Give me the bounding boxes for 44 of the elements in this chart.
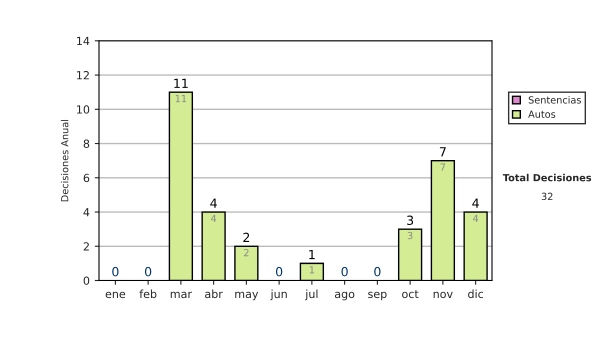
legend-label: Autos [528, 110, 556, 118]
x-tick-label: mar [170, 292, 192, 298]
x-tick-label: ago [334, 292, 354, 300]
data-label: 1 [310, 266, 314, 274]
total-label: 3 [407, 216, 414, 225]
y-axis-title: Decisiones Anual [60, 120, 68, 202]
total-label: 0 [374, 266, 381, 276]
total-label: 7 [440, 147, 446, 156]
data-label: 3 [408, 232, 412, 240]
data-label: 4 [473, 214, 478, 222]
total-label: 4 [472, 198, 479, 208]
x-tick-label: feb [139, 290, 156, 298]
y-tick-label: 14 [77, 36, 90, 46]
x-tick-label: jul [305, 290, 318, 300]
text: Total Decisiones [502, 174, 592, 182]
total-label: 0 [144, 266, 152, 276]
x-tick-label: abr [205, 290, 223, 298]
total-label: 4 [210, 198, 217, 208]
x-tick-label: ene [106, 292, 126, 298]
total-label: 2 [243, 232, 250, 242]
legend-label: Sentencias [528, 96, 581, 104]
total-label: 0 [341, 266, 348, 276]
y-tick-label: 12 [77, 71, 89, 80]
y-tick-label: 8 [84, 140, 90, 148]
x-tick-label: oct [402, 290, 418, 298]
y-tick-label: 4 [83, 208, 90, 216]
x-tick-label: jun [270, 290, 287, 300]
x-tick-label: sep [368, 292, 387, 300]
y-tick-label: 6 [84, 174, 90, 182]
x-tick-label: may [235, 292, 258, 300]
total-label: 11 [174, 78, 188, 88]
x-tick-label: dic [468, 290, 484, 298]
y-tick-label: 10 [77, 105, 90, 114]
data-label: 11 [176, 95, 186, 102]
text: 32 [542, 192, 552, 200]
total-label: 1 [309, 250, 315, 260]
data-label: 7 [440, 164, 446, 171]
data-label: 2 [244, 248, 248, 256]
total-label: 0 [112, 266, 119, 276]
total-label: 0 [276, 266, 282, 276]
x-tick-label: nov [434, 292, 453, 298]
data-label: 4 [211, 214, 216, 222]
y-tick-label: 0 [84, 276, 90, 285]
y-tick-label: 2 [84, 242, 89, 250]
